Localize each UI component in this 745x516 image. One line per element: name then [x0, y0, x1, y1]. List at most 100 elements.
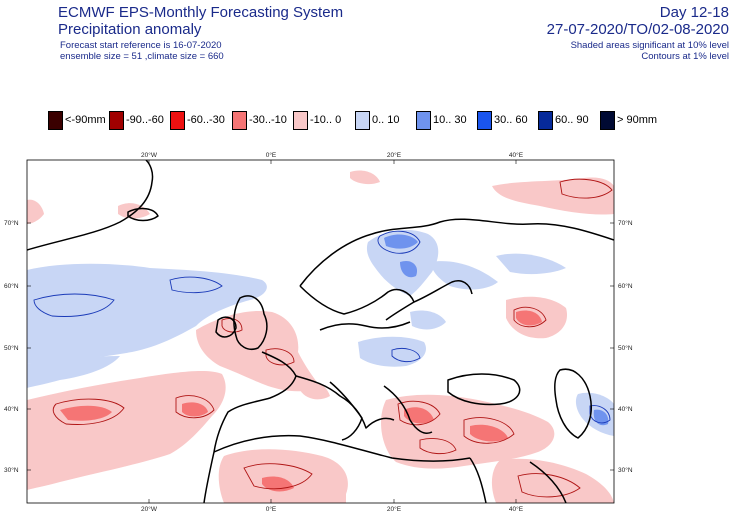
dry-area-turkey-core [470, 424, 508, 442]
forecast-reference: Forecast start reference is 16-07-2020 [60, 40, 222, 51]
wet-contour-atlantic-2 [169, 276, 223, 294]
legend-label: -90..-60 [126, 114, 164, 126]
coast-arabian [529, 461, 567, 503]
legend-item: 30.. 60 [477, 110, 528, 130]
contour-note: Contours at 1% level [641, 51, 729, 62]
wet-area-baltic [430, 261, 498, 290]
legend-swatch [170, 110, 185, 130]
legend-swatch [538, 110, 553, 130]
legend-label: 30.. 60 [494, 114, 528, 126]
legend-swatch [48, 110, 63, 130]
coast-africa-west [203, 451, 215, 503]
coast-britain [233, 295, 268, 350]
chart-subtitle: Precipitation anomaly [58, 21, 202, 38]
graticule-ticks [27, 160, 614, 503]
legend-label: 0.. 10 [372, 114, 400, 126]
coast-caspian [554, 368, 592, 439]
lat-label-left: 70°N [4, 219, 19, 227]
wet-contour-atlantic [33, 293, 115, 317]
lon-label-bottom: 0°E [266, 505, 277, 513]
legend-item: > 90mm [600, 110, 657, 130]
legend-swatch [109, 110, 124, 130]
legend-item: -10.. 0 [293, 110, 341, 130]
lon-label-top: 0°E [266, 151, 277, 159]
legend-label: -30..-10 [249, 114, 287, 126]
legend-item: -90..-60 [109, 110, 164, 130]
dry-area-north-africa [218, 449, 348, 503]
forecast-period: 27-07-2020/TO/02-08-2020 [546, 21, 729, 38]
dry-contour-biscay [265, 348, 295, 366]
legend-label: <-90mm [65, 114, 106, 126]
legend-swatch [293, 110, 308, 130]
coast-levant-red-sea [469, 457, 487, 503]
lon-label-top: 20°W [141, 151, 158, 159]
wet-contour-scandinavia [377, 230, 421, 254]
wet-area-scandinavia-core-2 [400, 260, 418, 278]
dry-area-southwest-core [60, 405, 112, 421]
legend-swatch [232, 110, 247, 130]
ensemble-info: ensemble size = 51 ,climate size = 660 [60, 51, 224, 62]
dry-contour-southwest [52, 398, 125, 425]
legend-label: -60..-30 [187, 114, 225, 126]
dry-contour-russia [513, 306, 547, 328]
lat-label-left: 60°N [4, 282, 19, 290]
dry-area-norwegian-sea [118, 203, 150, 219]
wet-contour-central-europe [391, 347, 421, 363]
map-frame [26, 159, 615, 504]
chart-title: ECMWF EPS-Monthly Forecasting System [58, 4, 344, 21]
lon-label-bottom: 40°E [509, 505, 524, 513]
dry-contour-greece [397, 400, 441, 426]
legend-item: 0.. 10 [355, 110, 400, 130]
legend-item: -30..-10 [232, 110, 287, 130]
lon-label-top: 40°E [509, 151, 524, 159]
coast-baltic [413, 280, 473, 303]
legend-label: -10.. 0 [310, 114, 342, 126]
lat-label-right: 60°N [618, 282, 633, 290]
legend-item: -60..-30 [170, 110, 225, 130]
wet-area-atlantic-south [27, 356, 120, 388]
coast-greenland [27, 160, 154, 251]
legend-item: 10.. 30 [416, 110, 467, 130]
wet-area-atlantic [27, 263, 267, 364]
dry-area-northeast [492, 177, 614, 215]
coast-north-africa [213, 434, 471, 462]
wet-contour-caspian [589, 405, 611, 424]
lon-label-bottom: 20°E [387, 505, 402, 513]
dry-area-west-atlantic [27, 199, 44, 224]
legend-swatch [477, 110, 492, 130]
wet-area-russia [496, 253, 566, 275]
coast-italy [329, 381, 363, 441]
significance-contours [33, 178, 613, 498]
lon-label-bottom: 20°W [141, 505, 158, 513]
legend-item: 60.. 90 [538, 110, 589, 130]
lat-label-right: 70°N [618, 219, 633, 227]
lat-label-left: 40°N [4, 405, 19, 413]
legend-label: 10.. 30 [433, 114, 467, 126]
coastlines [27, 160, 614, 503]
wet-area-alps [410, 310, 446, 330]
dry-area-greece-core [404, 407, 434, 424]
coast-black-sea [447, 373, 521, 406]
lat-label-left: 30°N [4, 466, 19, 474]
lat-label-left: 50°N [4, 344, 19, 352]
legend-item: <-90mm [48, 110, 106, 130]
lat-label-right: 50°N [618, 344, 633, 352]
coast-france-iberia [213, 351, 297, 453]
day-range: Day 12-18 [659, 4, 729, 21]
dry-contour-north-africa [243, 463, 313, 490]
legend-label: 60.. 90 [555, 114, 589, 126]
lat-label-right: 30°N [618, 466, 633, 474]
dry-contour-turkey [463, 417, 515, 444]
legend-swatch [355, 110, 370, 130]
lat-label-right: 40°N [618, 405, 633, 413]
significance-note: Shaded areas significant at 10% level [570, 40, 729, 51]
dry-contour-middle-east [517, 473, 581, 498]
legend-swatch [600, 110, 615, 130]
dry-contour-iberia [175, 395, 215, 419]
dry-area-russia-core [516, 310, 542, 326]
coast-norway-sweden [299, 285, 415, 321]
legend-label: > 90mm [617, 114, 658, 126]
wet-anomaly-areas [27, 229, 614, 436]
lon-label-top: 20°E [387, 151, 402, 159]
